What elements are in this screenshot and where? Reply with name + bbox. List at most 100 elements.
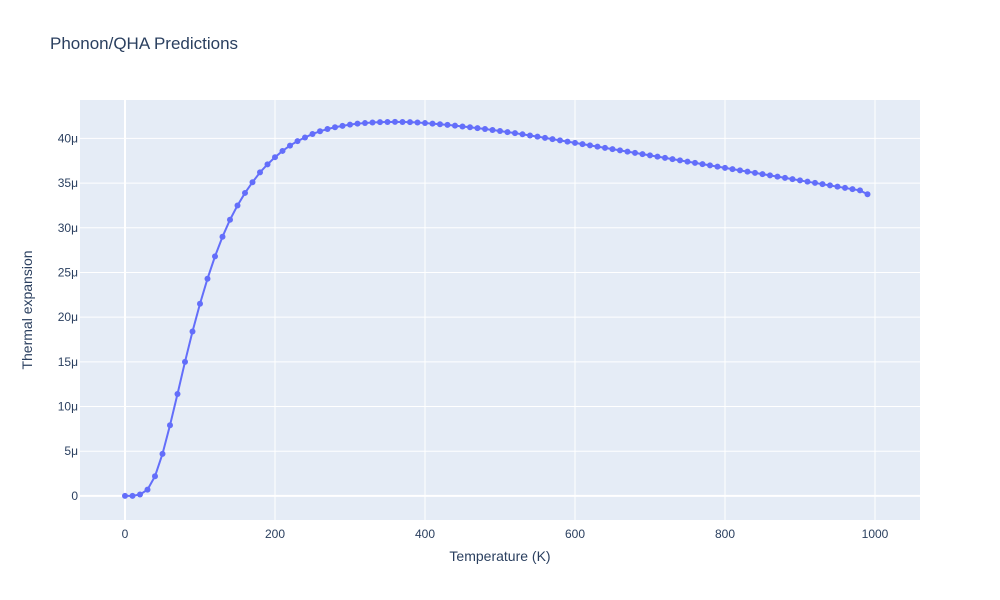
y-tick-label: 15μ xyxy=(58,355,78,369)
y-tick-label: 10μ xyxy=(58,400,78,414)
data-point xyxy=(819,181,826,188)
data-point xyxy=(429,120,436,127)
data-point xyxy=(384,118,391,125)
data-point xyxy=(414,119,421,126)
data-point xyxy=(744,168,751,175)
data-point xyxy=(474,125,481,132)
data-point xyxy=(849,186,856,193)
data-point xyxy=(587,142,593,149)
series-line xyxy=(125,120,868,497)
data-point xyxy=(182,358,188,365)
data-point xyxy=(602,144,608,151)
data-point xyxy=(722,164,728,171)
data-point xyxy=(527,132,533,139)
data-point xyxy=(842,184,848,191)
data-point xyxy=(759,171,766,178)
data-point xyxy=(654,153,661,160)
data-point xyxy=(392,118,398,125)
data-point xyxy=(504,129,511,136)
data-point xyxy=(624,148,631,155)
data-point xyxy=(174,391,181,397)
data-point xyxy=(399,118,406,125)
data-point xyxy=(422,120,428,127)
data-point xyxy=(242,189,248,196)
data-point xyxy=(407,119,413,126)
x-axis-title: Temperature (K) xyxy=(449,548,550,564)
x-tick-label: 1000 xyxy=(862,527,889,541)
data-point xyxy=(272,154,278,161)
data-point xyxy=(662,154,668,161)
y-tick-label: 25μ xyxy=(58,265,78,279)
data-point xyxy=(714,163,721,170)
data-point xyxy=(444,121,451,128)
data-point xyxy=(144,486,151,493)
data-point xyxy=(332,124,338,131)
data-point xyxy=(339,122,346,129)
data-point xyxy=(564,138,571,145)
y-tick-label: 5μ xyxy=(64,444,78,458)
data-point xyxy=(137,491,143,498)
data-point xyxy=(152,473,158,480)
data-point xyxy=(594,143,601,150)
data-point xyxy=(789,176,796,183)
y-axis-title: Thermal expansion xyxy=(19,250,35,369)
x-tick-label: 200 xyxy=(265,527,285,541)
data-point xyxy=(774,173,781,180)
data-point xyxy=(497,128,503,135)
x-tick-label: 600 xyxy=(565,527,585,541)
data-point xyxy=(467,124,473,131)
data-point xyxy=(309,130,316,137)
y-tick-label: 40μ xyxy=(58,131,78,145)
data-point xyxy=(804,178,811,185)
data-point xyxy=(684,158,691,165)
data-point xyxy=(159,450,166,457)
data-point xyxy=(699,161,706,168)
data-point xyxy=(752,169,758,176)
data-point xyxy=(534,133,541,140)
data-point xyxy=(324,126,331,133)
data-point xyxy=(767,172,773,179)
data-point xyxy=(512,130,518,137)
data-point xyxy=(834,183,841,190)
data-point xyxy=(437,121,443,128)
data-point xyxy=(812,179,818,186)
data-point xyxy=(212,253,218,260)
data-point xyxy=(632,149,638,156)
data-point xyxy=(257,169,263,176)
data-point xyxy=(729,166,736,173)
data-point xyxy=(609,146,616,153)
tick-labels: 0 200 400 600 800 1000 0 5μ 10μ 15μ 20μ 25μ 30μ 35μ 40… xyxy=(58,131,889,541)
data-point xyxy=(549,136,556,143)
data-point xyxy=(669,156,676,163)
data-point xyxy=(617,147,623,154)
data-point xyxy=(287,142,293,149)
data-point xyxy=(234,202,241,209)
chart-title: Phonon/QHA Predictions xyxy=(50,34,239,53)
data-point xyxy=(219,233,226,240)
data-point xyxy=(347,121,353,128)
data-point xyxy=(707,162,713,169)
data-point xyxy=(677,157,683,164)
y-tick-label: 0 xyxy=(71,489,78,503)
data-point xyxy=(302,134,308,141)
data-point xyxy=(317,128,323,135)
data-point xyxy=(519,131,526,138)
data-point xyxy=(557,137,563,144)
data-point xyxy=(452,122,458,129)
y-tick-label: 35μ xyxy=(58,176,78,190)
data-point xyxy=(362,120,368,127)
data-point xyxy=(737,167,743,174)
x-tick-label: 800 xyxy=(715,527,735,541)
data-point xyxy=(189,328,196,335)
data-point xyxy=(369,119,376,126)
data-point xyxy=(827,182,833,189)
data-point xyxy=(459,123,466,130)
x-tick-label: 400 xyxy=(415,527,435,541)
data-point xyxy=(279,147,286,154)
data-point xyxy=(782,174,788,181)
data-point xyxy=(204,275,211,282)
data-point xyxy=(227,216,233,223)
data-point xyxy=(197,300,203,307)
data-point xyxy=(864,191,871,198)
